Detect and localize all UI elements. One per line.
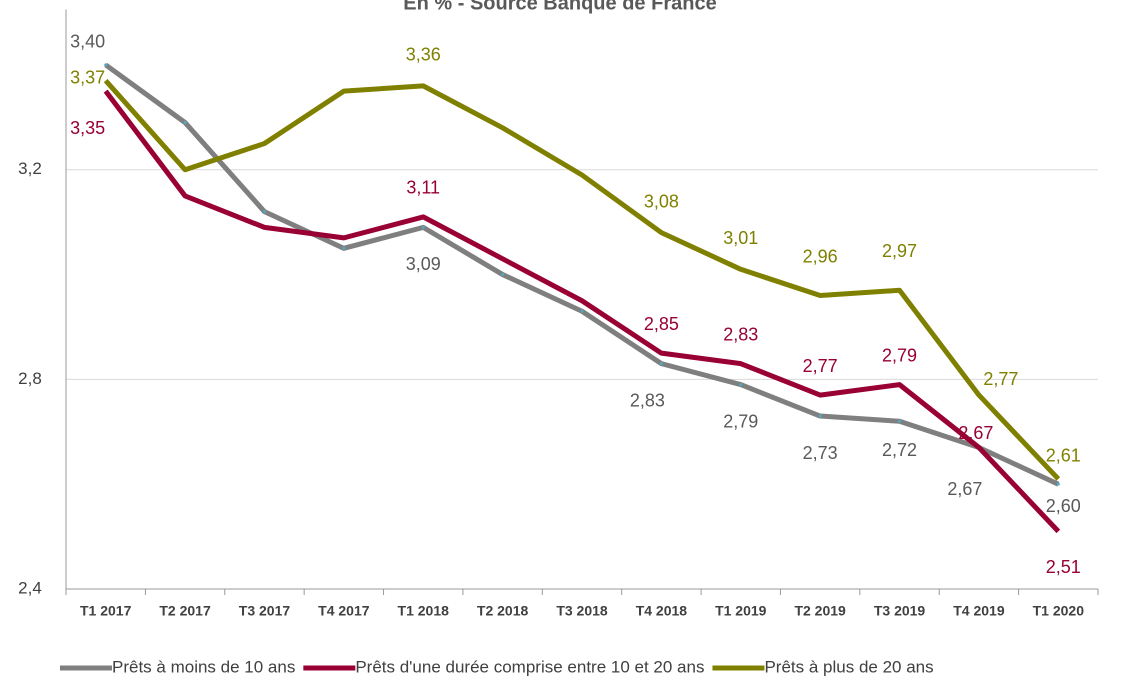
point xyxy=(342,246,346,250)
data-label: 3,37 xyxy=(70,67,105,87)
x-tick-label: T2 2019 xyxy=(794,603,846,619)
data-label: 2,60 xyxy=(1046,496,1081,516)
data-label: 2,97 xyxy=(882,241,917,261)
data-label: 3,08 xyxy=(644,191,679,211)
data-label: 2,83 xyxy=(630,390,665,410)
data-label: 3,09 xyxy=(406,254,441,274)
point xyxy=(262,210,266,214)
legend-label: Prêts à moins de 10 ans xyxy=(112,657,295,676)
x-tick-label: T1 2019 xyxy=(715,603,767,619)
series-line xyxy=(104,62,1060,487)
data-label: 2,83 xyxy=(723,324,758,344)
point xyxy=(1056,482,1060,486)
x-tick-label: T2 2017 xyxy=(159,603,211,619)
x-tick-label: T1 2018 xyxy=(398,603,450,619)
series-line xyxy=(103,78,1061,481)
x-tick-label: T2 2018 xyxy=(477,603,529,619)
data-label: 3,40 xyxy=(70,32,105,52)
data-label: 2,72 xyxy=(882,440,917,460)
data-label: 2,67 xyxy=(947,479,982,499)
data-label: 2,96 xyxy=(803,246,838,266)
legend-label: Prêts à plus de 20 ans xyxy=(764,657,933,676)
data-label: 2,79 xyxy=(723,411,758,431)
point xyxy=(659,362,663,366)
legend-label: Prêts d'une durée comprise entre 10 et 2… xyxy=(355,657,704,676)
data-label: 2,77 xyxy=(983,369,1018,389)
series-line xyxy=(103,89,1061,534)
data-label: 2,77 xyxy=(803,356,838,376)
x-tick-label: T3 2018 xyxy=(556,603,608,619)
data-label: 2,73 xyxy=(803,443,838,463)
y-tick-label: 3,2 xyxy=(18,159,42,178)
y-tick-label: 2,8 xyxy=(18,369,42,388)
data-label: 2,61 xyxy=(1046,446,1081,466)
point xyxy=(898,419,902,423)
x-tick-label: T4 2017 xyxy=(318,603,370,619)
data-label: 3,11 xyxy=(406,178,440,198)
x-tick-label: T4 2019 xyxy=(953,603,1005,619)
data-label: 2,51 xyxy=(1046,557,1081,577)
x-tick-label: T1 2020 xyxy=(1033,603,1085,619)
point xyxy=(501,273,505,277)
point xyxy=(580,309,584,313)
data-label: 3,01 xyxy=(723,228,758,248)
point xyxy=(183,121,187,125)
x-tick-label: T3 2017 xyxy=(239,603,291,619)
point xyxy=(818,414,822,418)
data-label: 2,67 xyxy=(958,423,993,443)
x-tick-label: T1 2017 xyxy=(80,603,132,619)
point xyxy=(104,63,108,67)
point xyxy=(421,225,425,229)
chart-title: En % - Source Banque de France xyxy=(403,0,716,14)
point xyxy=(739,383,743,387)
x-tick-label: T4 2018 xyxy=(636,603,688,619)
x-tick-label: T3 2019 xyxy=(874,603,926,619)
data-label: 3,36 xyxy=(406,45,441,65)
data-label: 2,85 xyxy=(644,314,679,334)
data-label: 2,79 xyxy=(882,345,917,365)
y-tick-label: 2,4 xyxy=(18,578,42,597)
data-label: 3,35 xyxy=(70,118,105,138)
